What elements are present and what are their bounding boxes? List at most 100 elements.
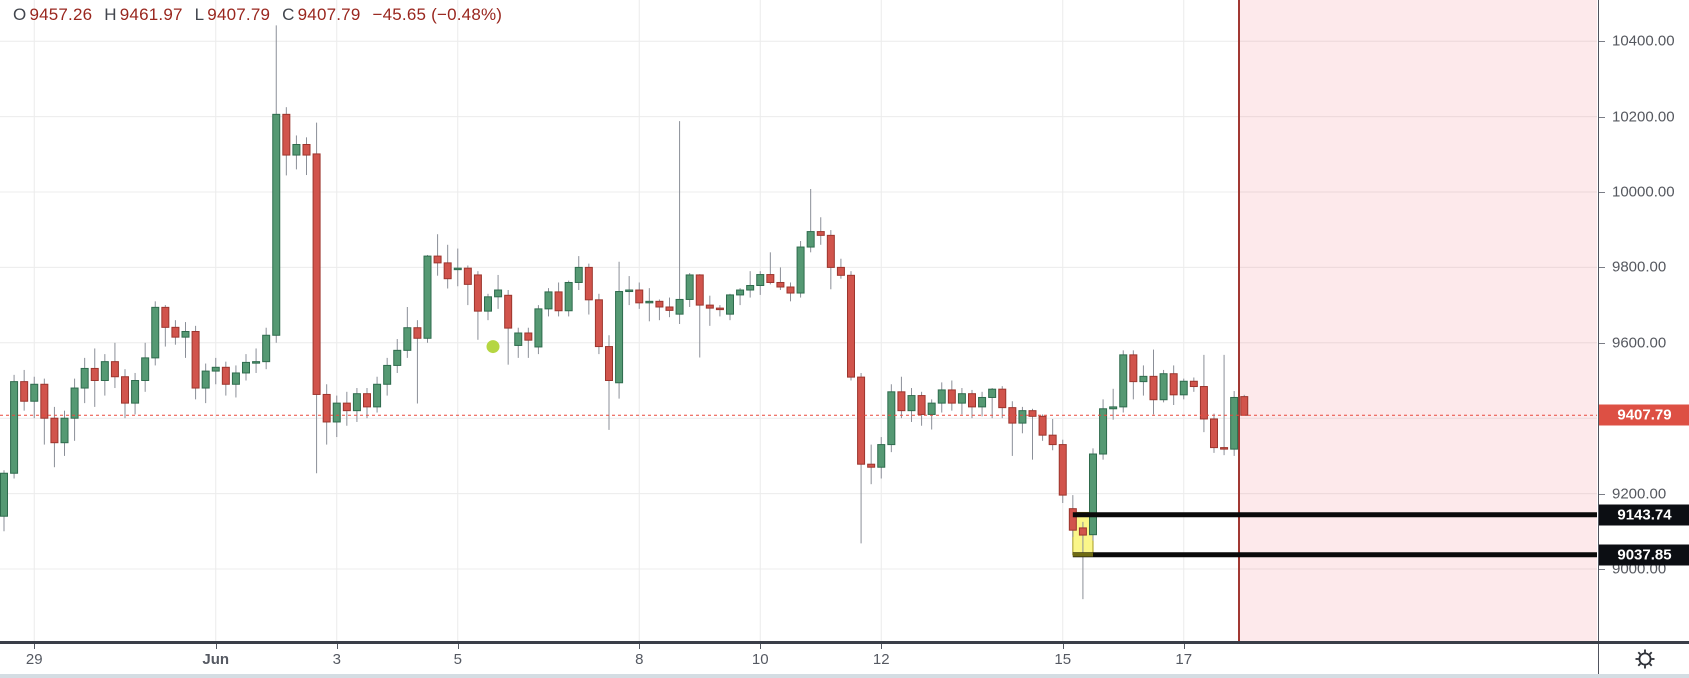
candle-down [998,388,1007,409]
candle-down [1038,415,1047,436]
price-axis-tick [1599,116,1605,118]
candle-up [1088,453,1097,536]
price-axis[interactable]: 10400.00 10200.00 10000.00 9800.00 9600.00 92… [1598,0,1689,642]
candle-up [151,306,160,359]
candle-up [625,289,634,293]
candle-down [635,289,644,304]
candle-down [857,376,866,465]
candle-up [746,284,755,291]
price-scale-settings-button[interactable] [1632,646,1658,672]
candle-down [715,307,724,311]
candlestick-chart-canvas[interactable] [0,0,1597,643]
candle-up [241,361,250,374]
candle-down [584,266,593,301]
legend-close-value: 9407.79 [297,5,361,24]
candle-up [1119,354,1128,408]
candle-up [544,291,553,310]
candle-down [161,306,170,328]
time-axis-label: 17 [1175,651,1193,668]
candle-down [312,153,321,395]
candle-down [1058,444,1067,496]
candle-down [947,389,956,404]
time-axis-tick [457,644,459,649]
candle-down [1220,447,1229,450]
price-axis-label: 9600.00 [1612,334,1667,352]
candle-down [120,376,129,404]
candle-down [20,381,29,402]
candle-up [80,367,89,389]
candle-down [655,300,664,308]
candle-up [1109,406,1118,410]
time-axis-tick [215,644,217,649]
candle-up [736,289,745,296]
candle-up [796,246,805,294]
legend-low-value: 9407.79 [207,5,271,24]
candle-down [846,274,855,378]
candle-up [514,332,523,346]
candle-down [282,113,291,156]
candle-up [70,387,79,419]
price-axis-tick [1599,192,1605,193]
candle-down [443,262,452,280]
time-axis-label: 3 [332,651,341,668]
price-axis-label: 10000.00 [1612,183,1675,201]
candle-up [877,444,886,468]
candle-down [604,346,613,382]
candle-up [30,383,39,402]
candle-up [564,281,573,312]
time-axis-tick [1062,644,1064,649]
legend-change-value: −45.65 (−0.48%) [372,5,503,24]
candle-down [302,143,311,156]
candle-up [1139,375,1148,383]
candle-down [50,417,59,444]
candle-up [453,267,462,271]
candle-up [1230,396,1239,450]
time-axis-tick [881,644,883,649]
time-axis-label: Jun [202,651,230,668]
candle-down [342,402,351,412]
time-axis-tick [34,644,36,649]
candle-up [978,396,987,408]
legend-close-label: C [282,5,295,24]
candle-up [957,393,966,404]
candle-down [897,391,906,412]
candle-up [806,231,815,248]
candle-up [252,361,261,364]
candle-down [967,393,976,408]
candle-down [40,383,49,419]
level-price-badge: 9037.85 [1599,544,1689,566]
time-axis-tick [336,644,338,649]
price-axis-tick [1599,493,1605,495]
candle-up [1179,380,1188,396]
candle-down [1078,527,1087,536]
time-axis[interactable]: 29 Jun 3 5 8 10 12 15 17 [0,644,1597,674]
candle-down [1189,380,1198,388]
legend-open-value: 9457.26 [29,5,93,24]
candle-down [362,393,371,408]
candle-down [776,281,785,288]
candle-down [665,306,674,311]
candle-down [221,366,230,385]
candle-up [272,113,281,336]
price-axis-label: 9800.00 [1612,258,1667,276]
candle-up [231,372,240,385]
candle-up [675,298,684,315]
window-bottom-edge [0,674,1689,678]
candle-down [1048,434,1057,446]
candle-down [504,294,513,329]
candle-up [141,357,150,382]
time-axis-label: 29 [25,651,43,668]
price-axis-label: 10200.00 [1612,108,1675,126]
candle-up [0,472,8,517]
time-axis-label: 15 [1054,651,1072,668]
candle-up [1018,410,1027,424]
candle-up [373,383,382,408]
candle-down [766,274,775,283]
candle-down [322,393,331,423]
candle-up [937,389,946,404]
candle-up [131,380,140,404]
marker-dot[interactable] [486,340,500,354]
candle-down [1209,418,1218,449]
price-axis-tick [1599,569,1605,570]
